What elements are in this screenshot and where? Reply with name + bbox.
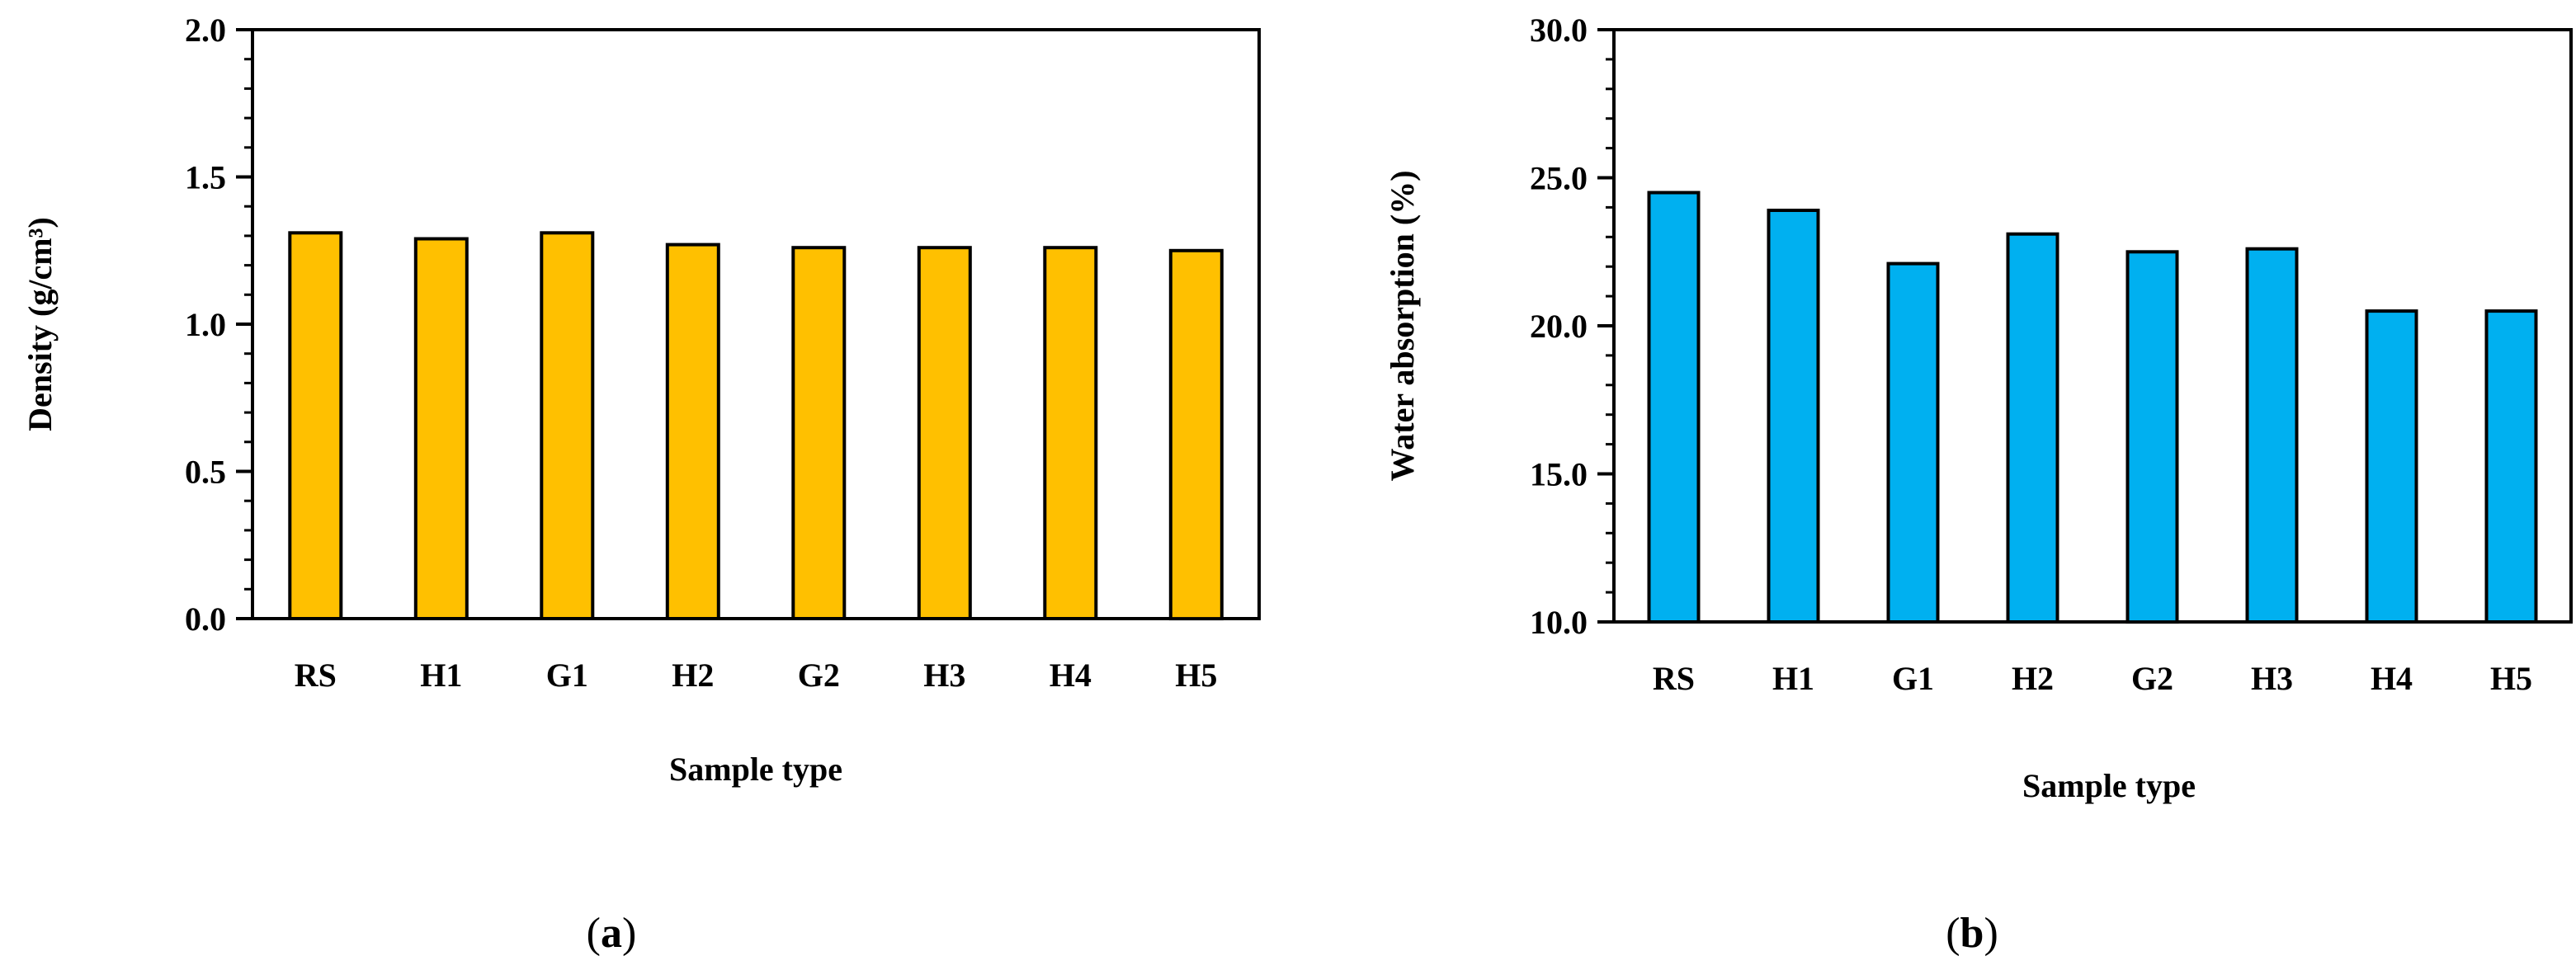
x-tick-label: H5	[1175, 657, 1217, 694]
y-tick-label: 20.0	[1530, 308, 1588, 345]
bar-g2	[791, 246, 847, 620]
plot-frame	[1612, 28, 2573, 624]
x-axis: RS H1 G1 H2 G2 H3 H4 H5	[295, 657, 1218, 694]
x-tick-label: H4	[1050, 657, 1092, 694]
y-tick-label: 30.0	[1530, 12, 1588, 49]
y-tick-label: 15.0	[1530, 456, 1588, 493]
bar-h1	[413, 237, 469, 620]
x-tick-label: H5	[2490, 660, 2532, 697]
bar-g1	[1886, 261, 1940, 624]
density-chart: 0.0 0.5 1.0 1.5 2.0 RS H1 G1 H2 G2 H3 H4 H5 Sample …	[21, 12, 1261, 957]
x-tick-label: H3	[923, 657, 965, 694]
bar-rs	[1647, 191, 1701, 624]
y-tick-label: 1.0	[185, 306, 226, 343]
bar-h5	[1168, 248, 1224, 621]
panel-letter: b	[1960, 910, 1984, 957]
bar-h4	[2365, 309, 2418, 624]
bar-h5	[2484, 309, 2538, 624]
bar-h3	[917, 246, 972, 620]
y-axis-title: Density (g/cm³)	[21, 217, 59, 431]
bar-g1	[540, 231, 595, 620]
y-tick-label: 0.5	[185, 454, 226, 491]
bar-series	[1647, 191, 2538, 624]
panel-label: (a)	[587, 910, 637, 957]
x-tick-label: G2	[2131, 660, 2173, 697]
y-tick-label: 0.0	[185, 600, 226, 638]
x-tick-label: G1	[546, 657, 588, 694]
bar-rs	[288, 231, 343, 620]
x-tick-label: H4	[2371, 660, 2413, 697]
x-tick-label: H3	[2251, 660, 2293, 697]
panel-label: (b)	[1946, 910, 1998, 957]
x-axis-title: Sample type	[669, 751, 842, 788]
x-axis-title: Sample type	[2022, 767, 2196, 804]
water-absorption-chart: 10.0 15.0 20.0 25.0 30.0 RS H1 G1 H2 G2 H3 H4 H5 Sa…	[1384, 12, 2573, 957]
x-tick-label: RS	[295, 657, 337, 694]
y-tick-label: 1.5	[185, 159, 226, 196]
bar-series	[288, 231, 1224, 621]
y-tick-label: 25.0	[1530, 160, 1588, 197]
x-tick-label: H2	[672, 657, 714, 694]
y-axis-title: Water absorption (%)	[1384, 170, 1421, 481]
x-tick-label: G1	[1892, 660, 1934, 697]
x-tick-label: G2	[798, 657, 840, 694]
panel-letter: a	[601, 910, 622, 957]
bar-h1	[1767, 209, 1820, 624]
x-tick-label: H2	[2012, 660, 2054, 697]
x-tick-label: H1	[1772, 660, 1814, 697]
x-tick-label: RS	[1653, 660, 1695, 697]
bar-h3	[2245, 247, 2299, 624]
y-tick-label: 10.0	[1530, 604, 1588, 641]
bar-h2	[665, 242, 720, 620]
bar-h4	[1043, 246, 1098, 620]
y-axis: 10.0 15.0 20.0 25.0 30.0	[1530, 12, 1614, 641]
x-axis: RS H1 G1 H2 G2 H3 H4 H5	[1653, 660, 2532, 697]
y-tick-label: 2.0	[185, 12, 226, 49]
bar-h2	[2006, 232, 2059, 624]
x-tick-label: H1	[420, 657, 462, 694]
y-axis: 0.0 0.5 1.0 1.5 2.0	[185, 12, 252, 638]
bar-g2	[2125, 250, 2179, 624]
plot-frame	[251, 28, 1261, 620]
